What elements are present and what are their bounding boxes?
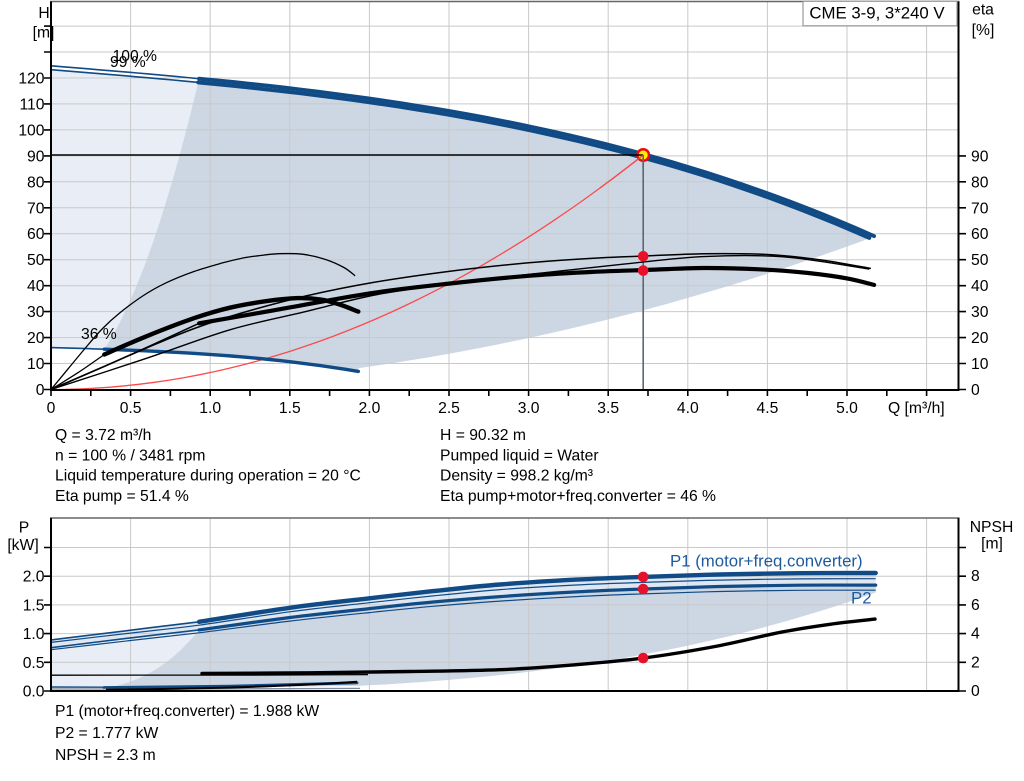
svg-text:P1 (motor+freq.converter): P1 (motor+freq.converter) <box>670 552 863 571</box>
svg-text:10: 10 <box>27 356 45 373</box>
svg-text:1.5: 1.5 <box>279 400 301 417</box>
svg-text:70: 70 <box>971 200 989 217</box>
svg-text:3.5: 3.5 <box>597 400 619 417</box>
svg-text:NPSH: NPSH <box>970 519 1014 536</box>
svg-text:0: 0 <box>36 382 45 399</box>
svg-text:120: 120 <box>18 71 44 88</box>
svg-text:20: 20 <box>27 330 45 347</box>
svg-text:2.0: 2.0 <box>23 569 45 586</box>
svg-text:2.0: 2.0 <box>358 400 380 417</box>
svg-text:40: 40 <box>27 278 45 295</box>
svg-text:80: 80 <box>971 174 989 191</box>
svg-text:CME 3-9, 3*240 V: CME 3-9, 3*240 V <box>809 3 945 22</box>
svg-text:6: 6 <box>971 597 980 614</box>
svg-text:110: 110 <box>19 96 44 113</box>
svg-text:4.5: 4.5 <box>756 400 778 417</box>
svg-text:30: 30 <box>971 304 989 321</box>
svg-text:50: 50 <box>27 252 45 269</box>
svg-text:8: 8 <box>971 568 980 585</box>
svg-text:2: 2 <box>971 654 980 671</box>
svg-text:36 %: 36 % <box>81 326 117 343</box>
svg-text:0: 0 <box>47 400 56 417</box>
svg-text:90: 90 <box>27 148 45 165</box>
svg-text:H = 90.32 m: H = 90.32 m <box>440 427 526 444</box>
svg-text:H: H <box>38 5 49 22</box>
svg-text:Liquid temperature during oper: Liquid temperature during operation = 20… <box>55 468 361 485</box>
svg-text:[kW]: [kW] <box>7 537 38 554</box>
svg-text:30: 30 <box>27 304 45 321</box>
svg-text:eta: eta <box>972 2 994 19</box>
svg-text:P1 (motor+freq.converter) = 1.: P1 (motor+freq.converter) = 1.988 kW <box>55 703 319 720</box>
svg-text:4.0: 4.0 <box>677 400 699 417</box>
svg-text:90: 90 <box>971 148 989 165</box>
svg-text:[m]: [m] <box>33 25 55 42</box>
svg-text:5.0: 5.0 <box>836 400 858 417</box>
svg-text:99 %: 99 % <box>110 54 146 71</box>
svg-text:P: P <box>19 520 29 537</box>
svg-text:n = 100 % / 3481 rpm: n = 100 % / 3481 rpm <box>55 447 205 464</box>
svg-text:0: 0 <box>971 382 980 399</box>
svg-text:100 %: 100 % <box>113 48 158 65</box>
svg-text:0: 0 <box>971 683 980 700</box>
svg-text:1.0: 1.0 <box>199 400 221 417</box>
svg-text:Q [m³/h]: Q [m³/h] <box>888 400 945 417</box>
svg-text:1.5: 1.5 <box>23 597 45 614</box>
svg-text:70: 70 <box>27 200 45 217</box>
svg-text:4: 4 <box>971 626 980 643</box>
svg-text:3.0: 3.0 <box>518 400 540 417</box>
svg-text:Eta pump = 51.4 %: Eta pump = 51.4 % <box>55 488 189 505</box>
svg-text:0.5: 0.5 <box>120 400 142 417</box>
svg-text:Pumped liquid = Water: Pumped liquid = Water <box>440 447 599 464</box>
svg-text:1.0: 1.0 <box>23 626 45 643</box>
svg-text:Q = 3.72 m³/h: Q = 3.72 m³/h <box>55 427 151 444</box>
svg-text:60: 60 <box>971 226 989 243</box>
svg-text:Density = 998.2 kg/m³: Density = 998.2 kg/m³ <box>440 468 593 485</box>
svg-text:80: 80 <box>27 174 45 191</box>
svg-text:10: 10 <box>971 356 989 373</box>
svg-text:[m]: [m] <box>981 536 1003 553</box>
svg-text:100: 100 <box>18 122 44 139</box>
svg-text:0.0: 0.0 <box>23 684 45 701</box>
svg-text:P2: P2 <box>851 589 872 608</box>
svg-text:P2 = 1.777 kW: P2 = 1.777 kW <box>55 725 159 742</box>
svg-text:NPSH = 2.3 m: NPSH = 2.3 m <box>55 747 156 764</box>
svg-text:50: 50 <box>971 252 989 269</box>
svg-text:2.5: 2.5 <box>438 400 460 417</box>
svg-text:0.5: 0.5 <box>23 655 45 672</box>
svg-text:60: 60 <box>27 226 45 243</box>
svg-text:20: 20 <box>971 330 989 347</box>
svg-text:Eta pump+motor+freq.converter: Eta pump+motor+freq.converter = 46 % <box>440 488 716 505</box>
svg-text:40: 40 <box>971 278 989 295</box>
svg-text:[%]: [%] <box>972 22 995 39</box>
